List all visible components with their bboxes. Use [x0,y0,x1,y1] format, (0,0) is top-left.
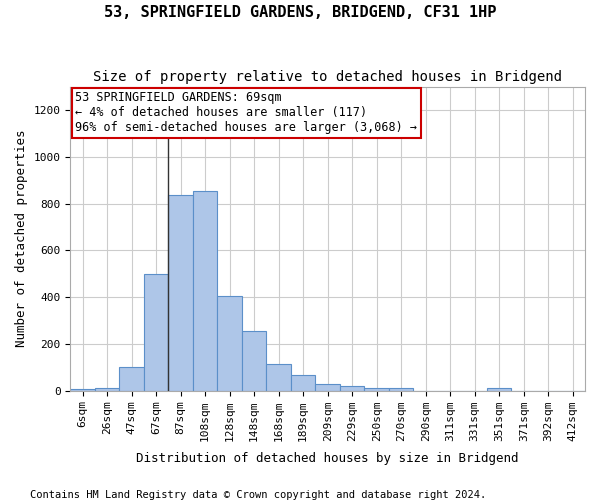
Bar [144,274,169,390]
Bar [242,331,266,390]
Text: Contains HM Land Registry data © Crown copyright and database right 2024.: Contains HM Land Registry data © Crown c… [30,490,486,500]
X-axis label: Distribution of detached houses by size in Bridgend: Distribution of detached houses by size … [136,452,519,465]
Bar [95,388,119,390]
Y-axis label: Number of detached properties: Number of detached properties [15,130,28,348]
Bar [316,384,340,390]
Title: Size of property relative to detached houses in Bridgend: Size of property relative to detached ho… [93,70,562,84]
Bar [266,364,291,390]
Bar [340,386,364,390]
Bar [217,296,242,390]
Bar [193,190,217,390]
Text: 53, SPRINGFIELD GARDENS, BRIDGEND, CF31 1HP: 53, SPRINGFIELD GARDENS, BRIDGEND, CF31 … [104,5,496,20]
Text: 53 SPRINGFIELD GARDENS: 69sqm
← 4% of detached houses are smaller (117)
96% of s: 53 SPRINGFIELD GARDENS: 69sqm ← 4% of de… [76,91,418,134]
Bar [119,368,144,390]
Bar [364,388,389,390]
Bar [169,196,193,390]
Bar [70,389,95,390]
Bar [291,376,316,390]
Bar [487,388,511,390]
Bar [389,388,413,390]
